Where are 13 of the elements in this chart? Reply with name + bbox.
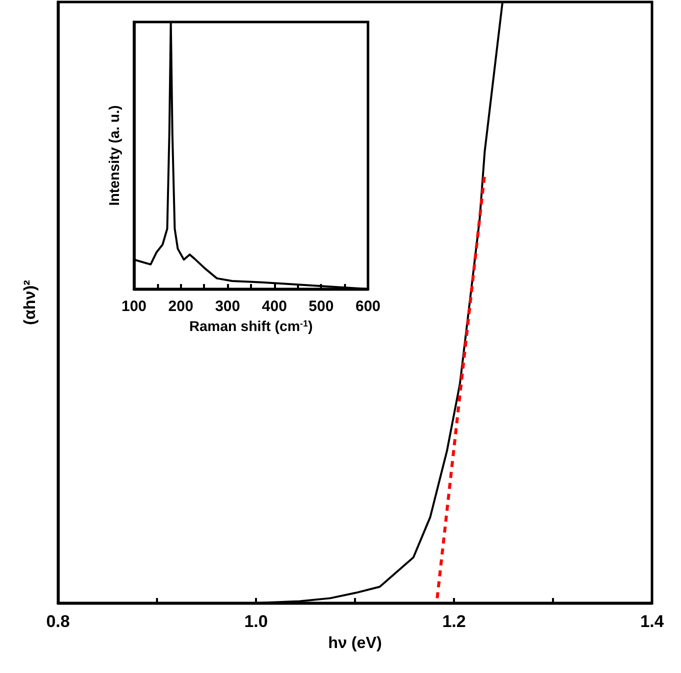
x-tick-label: 1.4 (640, 612, 664, 631)
x-tick-label: 100 (121, 298, 147, 315)
x-tick-label: 400 (262, 298, 287, 315)
x-axis-title: hν (eV) (328, 634, 382, 652)
x-tick-label: 0.8 (46, 612, 70, 631)
y-axis-title: Intensity (a. u.) (107, 104, 123, 206)
x-tick-label: 300 (215, 298, 240, 315)
y-axis-title: (αhν)² (21, 279, 39, 325)
x-tick-label: 1.0 (244, 612, 268, 631)
x-tick-label: 200 (168, 298, 194, 315)
x-tick-label: 600 (355, 298, 381, 315)
x-tick-label: 500 (308, 298, 334, 315)
x-tick-label: 1.2 (442, 612, 466, 631)
